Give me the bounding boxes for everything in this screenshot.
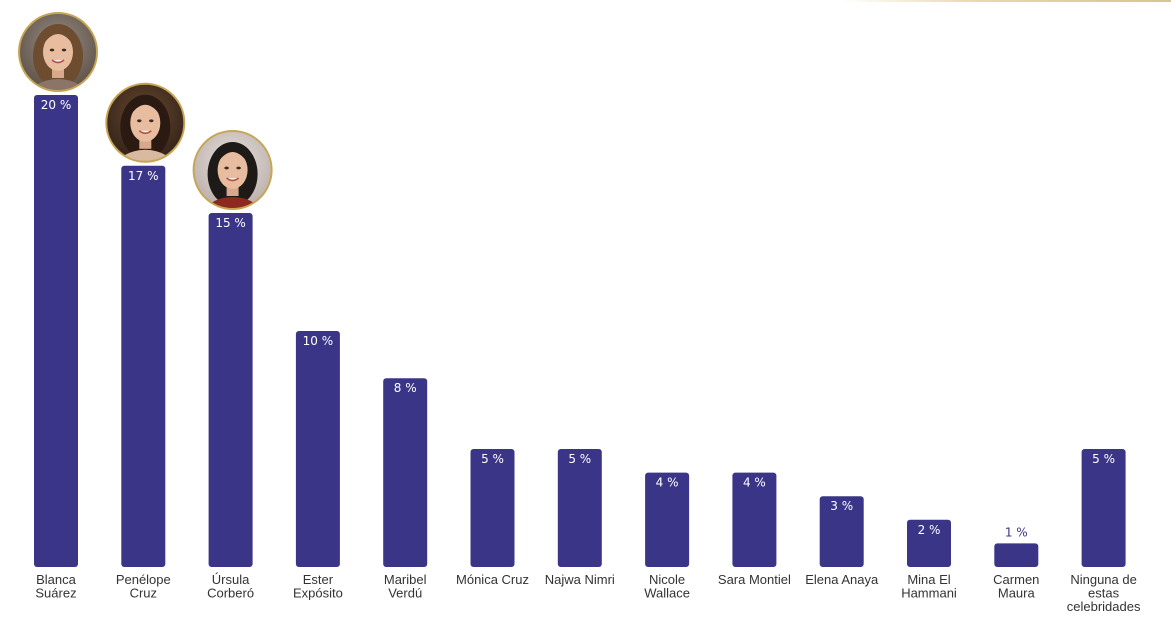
bar: [557, 449, 602, 567]
bar: [383, 378, 428, 567]
data-label: 8 %: [394, 381, 417, 395]
bar-group: 4 % Sara Montiel: [718, 472, 791, 587]
bar: [645, 472, 690, 567]
data-label: 10 %: [303, 334, 334, 348]
bar: [732, 472, 777, 567]
category-label: Maribel Verdú: [384, 572, 427, 601]
data-label: 3 %: [830, 499, 853, 513]
bar: [819, 496, 864, 567]
category-label: Penélope Cruz: [116, 572, 171, 601]
category-label: Ester Expósito: [293, 572, 343, 601]
top-accent-line: [840, 0, 1171, 2]
data-label: 2 %: [918, 523, 941, 537]
bar-group: 20 % Blanca Suárez: [34, 95, 78, 601]
bar-group: 5 % Najwa Nimri: [545, 449, 615, 587]
category-label: Blanca Suárez: [35, 572, 76, 601]
bar-group: 8 % Maribel Verdú: [383, 378, 428, 601]
category-label: Úrsula Corberó: [207, 572, 254, 601]
data-label: 4 %: [743, 476, 766, 490]
bar-group: 5 % Mónica Cruz: [456, 449, 529, 587]
category-label: Elena Anaya: [805, 572, 879, 587]
bar: [34, 95, 78, 567]
bar: [121, 165, 166, 568]
portrait-ring: [192, 130, 273, 210]
data-label: 5 %: [568, 452, 591, 466]
bar-group: 10 % Ester Expósito: [293, 331, 343, 601]
category-label: Sara Montiel: [718, 572, 791, 587]
data-label: 17 %: [128, 169, 159, 183]
bar-group: 4 % Nicole Wallace: [644, 472, 690, 601]
bar: [994, 543, 1039, 567]
data-label: 5 %: [1092, 452, 1115, 466]
category-label: Carmen Maura: [993, 572, 1039, 601]
data-label: 5 %: [481, 452, 504, 466]
bar-group: 5 % Ninguna de estas celebridades: [1067, 449, 1141, 614]
category-label: Ninguna de estas celebridades: [1067, 572, 1141, 614]
bar-group: 3 % Elena Anaya: [805, 496, 879, 587]
portrait-ring: [18, 12, 98, 92]
category-label: Mina El Hammani: [901, 572, 957, 601]
data-label: 15 %: [215, 216, 246, 230]
data-label: 20 %: [41, 98, 72, 112]
data-label: 4 %: [656, 476, 679, 490]
bar: [907, 519, 951, 567]
data-label: 1 %: [1005, 525, 1028, 539]
bar: [1081, 449, 1126, 567]
bar: [208, 213, 253, 567]
category-label: Nicole Wallace: [644, 572, 690, 601]
bar-group: 15 % Úrsula Corberó: [207, 213, 254, 601]
category-label: Mónica Cruz: [456, 572, 529, 587]
bar-group: 1 % Carmen Maura: [993, 525, 1039, 600]
bar-group: 2 % Mina El Hammani: [901, 519, 957, 601]
portrait-ring: [105, 82, 186, 163]
category-label: Najwa Nimri: [545, 572, 615, 587]
bar: [470, 449, 515, 567]
bar: [295, 331, 340, 567]
bar-group: 17 % Penélope Cruz: [116, 165, 171, 601]
